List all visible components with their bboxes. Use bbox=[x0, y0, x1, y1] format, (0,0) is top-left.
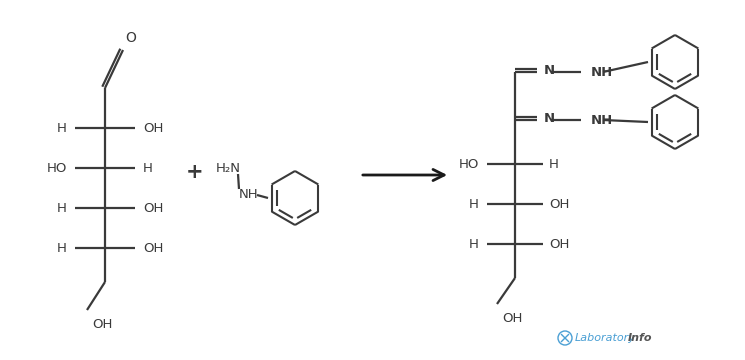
Text: HO: HO bbox=[47, 162, 67, 175]
Text: H: H bbox=[143, 162, 153, 175]
Text: OH: OH bbox=[143, 202, 163, 215]
Text: H₂N: H₂N bbox=[215, 162, 241, 175]
Text: OH: OH bbox=[143, 122, 163, 135]
Text: H: H bbox=[57, 202, 67, 215]
Text: H: H bbox=[469, 238, 479, 251]
Text: OH: OH bbox=[143, 242, 163, 255]
Text: OH: OH bbox=[549, 198, 569, 211]
Text: +: + bbox=[186, 162, 204, 182]
Text: OH: OH bbox=[502, 311, 522, 324]
Text: O: O bbox=[126, 31, 136, 45]
Text: NH: NH bbox=[239, 189, 259, 202]
Text: N: N bbox=[544, 112, 555, 126]
Text: H: H bbox=[57, 242, 67, 255]
Text: Info: Info bbox=[628, 333, 653, 343]
Text: Laboratory: Laboratory bbox=[575, 333, 636, 343]
Text: H: H bbox=[57, 122, 67, 135]
Text: NH: NH bbox=[591, 66, 613, 78]
Text: H: H bbox=[549, 158, 559, 171]
Text: OH: OH bbox=[549, 238, 569, 251]
Text: N: N bbox=[544, 64, 555, 77]
Text: NH: NH bbox=[591, 113, 613, 126]
Text: H: H bbox=[469, 198, 479, 211]
Text: OH: OH bbox=[92, 318, 112, 330]
Text: HO: HO bbox=[459, 158, 479, 171]
